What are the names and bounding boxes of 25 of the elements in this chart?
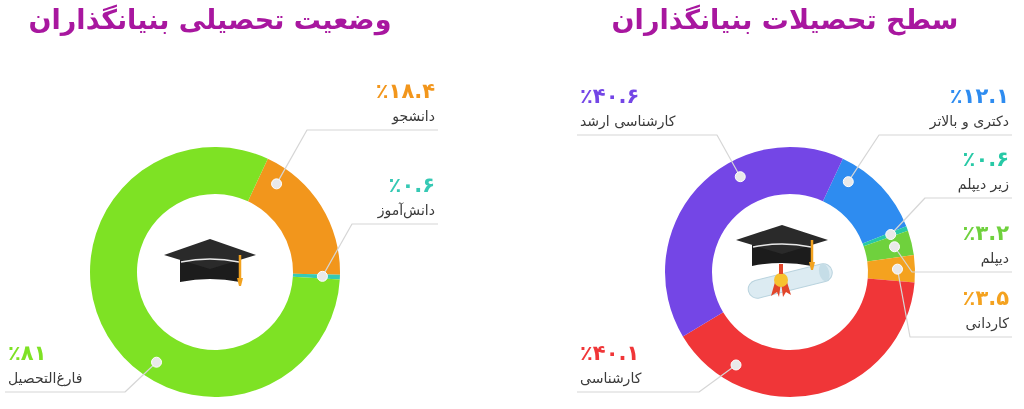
slice-label: زیر دیپلم [957, 176, 1009, 193]
chart-title: سطح تحصیلات بنیانگذاران [610, 4, 960, 35]
slice-label: کاردانی [965, 315, 1010, 332]
slice-label: دانش‌آموز [376, 202, 435, 219]
chart-title: وضعیت تحصیلی بنیانگذاران [27, 4, 393, 35]
data-label: ٪۰.۶ [388, 173, 435, 197]
donut-slice [665, 147, 843, 337]
slice-label: دیپلم [980, 250, 1009, 267]
data-label: ٪۱۸.۴ [375, 79, 436, 103]
data-label: ٪۸۱ [8, 341, 47, 365]
data-label: ٪۱۲.۱ [949, 84, 1009, 108]
data-label: ٪۳.۲ [962, 221, 1010, 245]
data-label: ٪۴۰.۱ [580, 341, 640, 365]
slice-label: کارشناسی [580, 370, 642, 387]
slice-label: کارشناسی ارشد [580, 113, 676, 130]
slice-label: دانشجو [391, 108, 435, 125]
data-label: ٪۰.۶ [962, 147, 1009, 171]
donut-slice [822, 158, 907, 244]
slice-label: فارغ‌التحصیل [8, 370, 83, 387]
donut-slice [247, 158, 340, 275]
data-label: ٪۴۰.۶ [580, 84, 640, 108]
slice-label: دکتری و بالاتر [928, 113, 1009, 130]
donut-slice [682, 278, 915, 397]
data-label: ٪۳.۵ [962, 286, 1010, 310]
donut-slice [90, 147, 340, 397]
